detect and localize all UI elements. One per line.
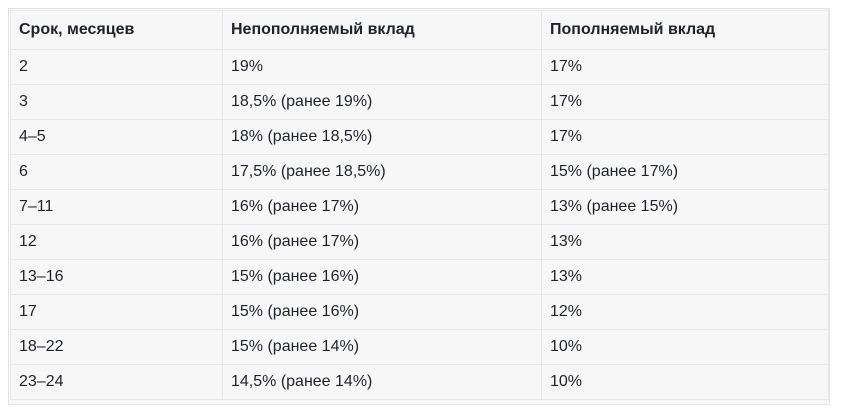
- cell-term: 18–22: [10, 329, 223, 365]
- table-header: Срок, месяцев Непополняемый вклад Пополн…: [10, 10, 829, 50]
- cell-replenishable-rate: 13% (ранее 15%): [541, 189, 829, 225]
- table-row: 2 19% 17%: [10, 49, 829, 85]
- table-row: 3 18,5% (ранее 19%) 17%: [10, 84, 829, 120]
- cell-replenishable-rate: 13%: [541, 259, 829, 295]
- cell-term: 3: [10, 84, 223, 120]
- cell-term: 17: [10, 294, 223, 330]
- cell-replenishable-rate: 10%: [541, 329, 829, 365]
- cell-non-replenishable-rate: 18% (ранее 18,5%): [222, 119, 542, 155]
- table-row: 4–5 18% (ранее 18,5%) 17%: [10, 119, 829, 155]
- cell-replenishable-rate: 10%: [541, 364, 829, 400]
- cell-replenishable-rate: 17%: [541, 84, 829, 120]
- cell-replenishable-rate: 15% (ранее 17%): [541, 154, 829, 190]
- cell-term: 12: [10, 224, 223, 260]
- table-row: 18–22 15% (ранее 14%) 10%: [10, 329, 829, 365]
- deposit-rates-table: Срок, месяцев Непополняемый вклад Пополн…: [10, 10, 829, 400]
- cell-replenishable-rate: 13%: [541, 224, 829, 260]
- table-row: 13–16 15% (ранее 16%) 13%: [10, 259, 829, 295]
- cell-term: 23–24: [10, 364, 223, 400]
- table-row: 7–11 16% (ранее 17%) 13% (ранее 15%): [10, 189, 829, 225]
- table-body: 2 19% 17% 3 18,5% (ранее 19%) 17% 4–5 18…: [10, 49, 829, 400]
- cell-term: 7–11: [10, 189, 223, 225]
- header-term: Срок, месяцев: [10, 10, 223, 50]
- cell-term: 4–5: [10, 119, 223, 155]
- cell-non-replenishable-rate: 19%: [222, 49, 542, 85]
- header-non-replenishable: Непополняемый вклад: [222, 10, 542, 50]
- cell-non-replenishable-rate: 15% (ранее 14%): [222, 329, 542, 365]
- table-row: 12 16% (ранее 17%) 13%: [10, 224, 829, 260]
- cell-replenishable-rate: 17%: [541, 49, 829, 85]
- header-replenishable: Пополняемый вклад: [541, 10, 829, 50]
- cell-non-replenishable-rate: 16% (ранее 17%): [222, 189, 542, 225]
- cell-replenishable-rate: 12%: [541, 294, 829, 330]
- table-row: 23–24 14,5% (ранее 14%) 10%: [10, 364, 829, 400]
- cell-term: 13–16: [10, 259, 223, 295]
- header-row: Срок, месяцев Непополняемый вклад Пополн…: [10, 10, 829, 50]
- table-row: 6 17,5% (ранее 18,5%) 15% (ранее 17%): [10, 154, 829, 190]
- cell-replenishable-rate: 17%: [541, 119, 829, 155]
- table-row: 17 15% (ранее 16%) 12%: [10, 294, 829, 330]
- cell-term: 6: [10, 154, 223, 190]
- cell-term: 2: [10, 49, 223, 85]
- cell-non-replenishable-rate: 17,5% (ранее 18,5%): [222, 154, 542, 190]
- cell-non-replenishable-rate: 15% (ранее 16%): [222, 294, 542, 330]
- cell-non-replenishable-rate: 16% (ранее 17%): [222, 224, 542, 260]
- cell-non-replenishable-rate: 15% (ранее 16%): [222, 259, 542, 295]
- cell-non-replenishable-rate: 14,5% (ранее 14%): [222, 364, 542, 400]
- cell-non-replenishable-rate: 18,5% (ранее 19%): [222, 84, 542, 120]
